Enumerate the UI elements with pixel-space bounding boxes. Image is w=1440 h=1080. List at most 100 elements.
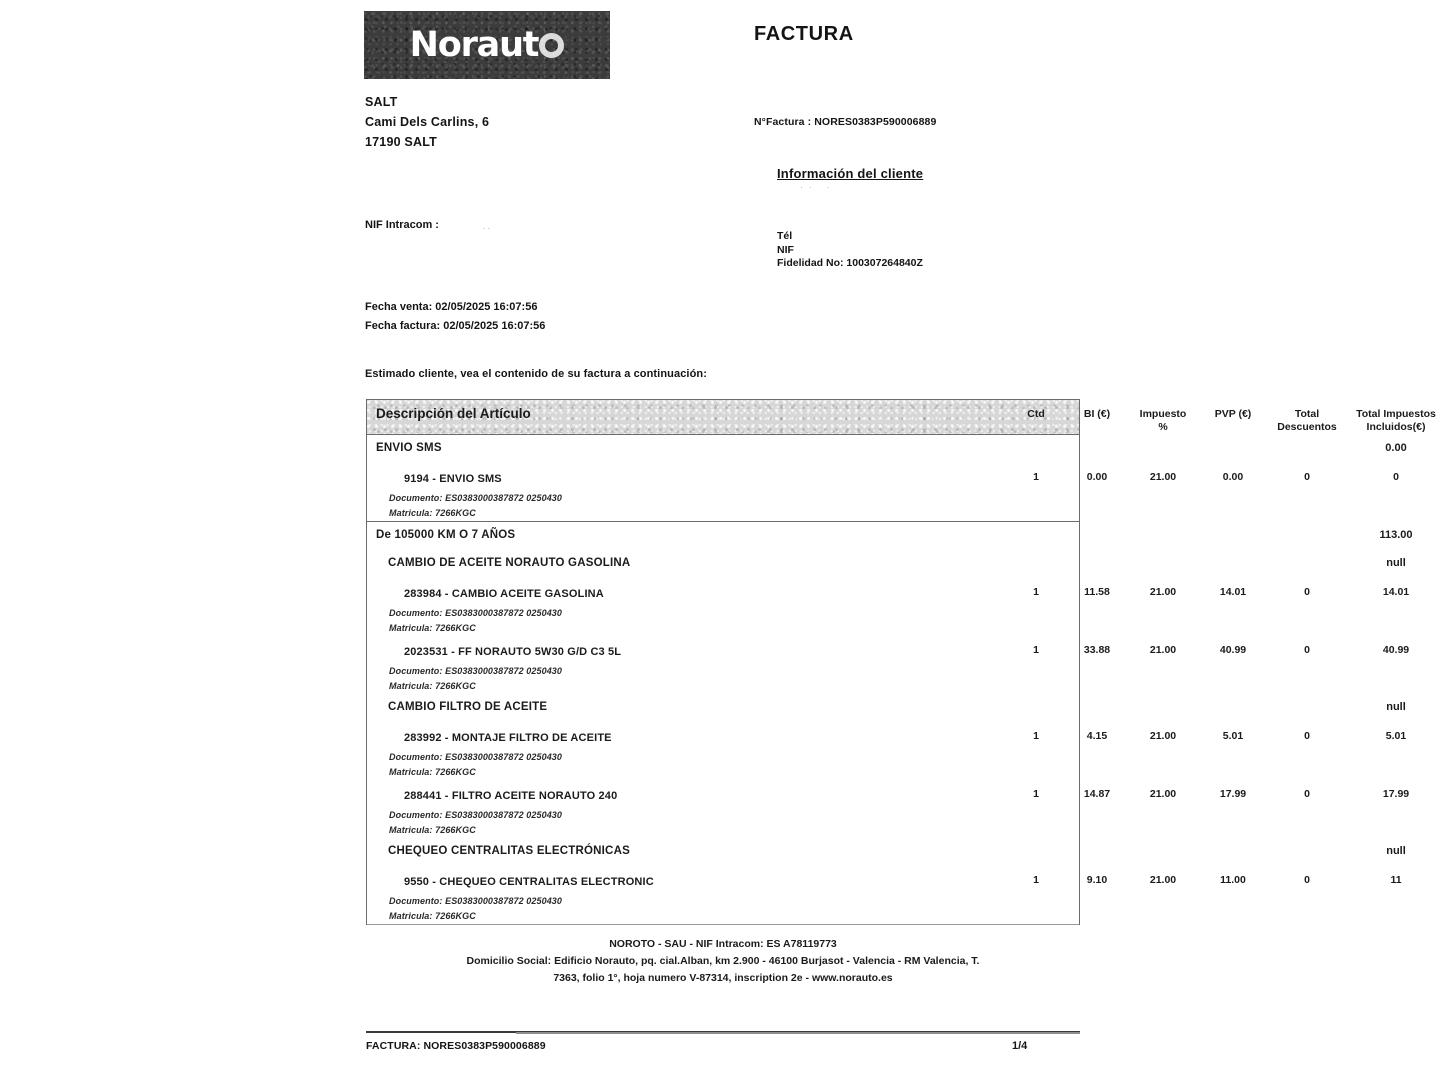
col-header-impuesto: Impuesto% (1129, 408, 1197, 433)
item-bi: 9.10 (1086, 874, 1108, 886)
item-impuesto: 21.00 (1149, 644, 1177, 656)
group-total: null (1386, 701, 1406, 713)
item-total-impuestos: 5.01 (1385, 730, 1407, 742)
col-header-description: Descripción del Artículo (376, 406, 531, 421)
item-meta-row: Matricula: 7266KGC (367, 823, 1079, 838)
fecha-factura: Fecha factura: 02/05/2025 16:07:56 (365, 320, 546, 332)
item-impuesto: 21.00 (1149, 874, 1177, 886)
table-row: 2023531 - FF NORAUTO 5W30 G/D C3 5L 1 33.8… (367, 636, 1409, 664)
item-bi: 11.58 (1084, 586, 1110, 598)
item-meta-row: Documento: ES0383000387872 0250430 (367, 808, 1079, 823)
store-address: Cami Dels Carlins, 6 (365, 115, 490, 129)
table-header-row: Descripción del Artículo Ctd BI (€) Impu… (367, 400, 1436, 435)
col-header-ctd: Ctd (1027, 408, 1045, 420)
item-descuentos: 0 (1304, 730, 1310, 742)
client-tel-label: Tél (777, 230, 793, 242)
group-name: CAMBIO FILTRO DE ACEITE (388, 701, 548, 713)
item-pvp: 17.99 (1219, 788, 1247, 800)
item-descuentos: 0 (1304, 586, 1310, 598)
item-meta-row: Matricula: 7266KGC (367, 765, 1079, 780)
item-name: 2023531 - FF NORAUTO 5W30 G/D C3 5L (404, 646, 622, 658)
client-redacted-marker: ·· · (800, 182, 836, 192)
table-row: 9194 - ENVIO SMS 1 0.00 21.00 0.00 0 0 (367, 463, 1399, 491)
col-header-bi: BI (€) (1083, 408, 1111, 420)
item-matricula: Matricula: 7266KGC (389, 767, 476, 777)
item-documento: Documento: ES0383000387872 0250430 (389, 493, 563, 503)
item-documento: Documento: ES0383000387872 0250430 (389, 608, 563, 618)
date-block: Fecha venta: 02/05/2025 16:07:56 Fecha f… (365, 298, 545, 336)
table-section-row: De 105000 KM O 7 AÑOS 113.00 (367, 522, 1413, 550)
table-row: 288441 - FILTRO ACEITE NORAUTO 240 1 14.87… (367, 780, 1409, 808)
item-descuentos: 0 (1304, 874, 1310, 886)
col-header-total-descuentos: Total Descuentos (1272, 408, 1342, 433)
table-row: 283992 - MONTAJE FILTRO DE ACEITE 1 4.15 21… (367, 722, 1406, 750)
item-meta-row: Documento: ES0383000387872 0250430 (367, 491, 1079, 506)
table-body: ENVIO SMS 0.00 9194 - ENVIO SMS 1 0.00 21.00 0… (367, 435, 1413, 925)
section-total: 0.00 (1385, 442, 1407, 454)
item-documento: Documento: ES0383000387872 0250430 (389, 896, 563, 906)
section-total: 113.00 (1379, 529, 1413, 541)
norauto-ring-icon (539, 32, 565, 58)
section-name: ENVIO SMS (376, 442, 442, 454)
item-name: 9550 - CHEQUEO CENTRALITAS ELECTRONIC (404, 876, 654, 888)
table-bottom-border (367, 924, 1079, 925)
item-meta-row: Matricula: 7266KGC (367, 621, 1079, 636)
item-ctd: 1 (1033, 788, 1039, 800)
client-info-heading: Información del cliente (777, 166, 924, 181)
col-header-impuesto-sub: % (1158, 420, 1168, 433)
item-meta-row: Documento: ES0383000387872 0250430 (367, 664, 1079, 679)
col-header-total-impuestos-main: Total Impuestos (1356, 408, 1436, 420)
item-descuentos: 0 (1304, 644, 1310, 656)
item-matricula: Matricula: 7266KGC (389, 825, 476, 835)
item-ctd: 1 (1033, 586, 1039, 598)
item-descuentos: 0 (1304, 471, 1310, 483)
table-group-row: CHEQUEO CENTRALITAS ELECTRÓNICAS null (367, 838, 1406, 866)
item-matricula: Matricula: 7266KGC (389, 681, 476, 691)
item-ctd: 1 (1033, 644, 1039, 656)
store-city: 17190 SALT (365, 135, 437, 149)
norauto-logo: Noraut (364, 11, 610, 79)
col-header-pvp: PVP (€) (1214, 408, 1252, 420)
item-ctd: 1 (1033, 730, 1039, 742)
item-matricula: Matricula: 7266KGC (389, 623, 476, 633)
col-header-impuesto-main: Impuesto (1139, 408, 1187, 420)
client-nif-label: NIF (777, 243, 794, 256)
item-bi: 33.88 (1083, 644, 1111, 656)
logo-wordmark-text: Noraut (409, 24, 540, 65)
invoice-items-table: Descripción del Artículo Ctd BI (€) Impu… (366, 399, 1436, 925)
section-name: De 105000 KM O 7 AÑOS (376, 529, 516, 541)
footer-divider (366, 1031, 1080, 1034)
group-name: CAMBIO DE ACEITE NORAUTO GASOLINA (388, 557, 631, 569)
item-name: 283984 - CAMBIO ACEITE GASOLINA (404, 588, 604, 600)
col-header-total-impuestos-sub: Incluidos(€) (1366, 420, 1426, 433)
legal-line-2: Domicilio Social: Edificio Norauto, pq. … (466, 955, 980, 967)
item-pvp: 5.01 (1222, 730, 1244, 742)
item-meta-row: Matricula: 7266KGC (367, 909, 1079, 924)
legal-footer: NOROTO - SAU - NIF Intracom: ES A7811977… (366, 936, 1080, 987)
item-meta-row: Matricula: 7266KGC (367, 506, 1079, 521)
item-pvp: 14.01 (1219, 586, 1247, 598)
client-fields: Tél NIF Fidelidad No: 100307264840Z (777, 230, 923, 271)
table-group-row: CAMBIO DE ACEITE NORAUTO GASOLINA null (367, 550, 1406, 578)
footer-page-number: 1/4 (1012, 1040, 1028, 1052)
fecha-venta: Fecha venta: 02/05/2025 16:07:56 (365, 301, 538, 313)
item-pvp: 40.99 (1219, 644, 1247, 656)
table-section-row: ENVIO SMS 0.00 (367, 435, 1407, 463)
nif-intracom-label: NIF Intracom : (365, 219, 439, 231)
item-bi: 4.15 (1086, 730, 1108, 742)
item-pvp: 0.00 (1222, 471, 1244, 483)
col-header-total-impuestos: Total Impuestos Incluidos(€) (1349, 408, 1440, 433)
item-total-impuestos: 0 (1393, 471, 1399, 483)
item-name: 283992 - MONTAJE FILTRO DE ACEITE (404, 732, 612, 744)
item-bi: 0.00 (1086, 471, 1108, 483)
item-impuesto: 21.00 (1149, 586, 1177, 598)
group-total: null (1386, 557, 1406, 569)
item-impuesto: 21.00 (1149, 788, 1177, 800)
table-group-row: CAMBIO FILTRO DE ACEITE null (367, 694, 1406, 722)
footer-invoice-number: FACTURA: NORES0383P590006889 (366, 1040, 546, 1052)
store-name: SALT (365, 95, 398, 109)
item-meta-row: Documento: ES0383000387872 0250430 (367, 750, 1079, 765)
item-matricula: Matricula: 7266KGC (389, 508, 476, 518)
group-name: CHEQUEO CENTRALITAS ELECTRÓNICAS (388, 845, 630, 857)
page-title: FACTURA (754, 23, 854, 45)
